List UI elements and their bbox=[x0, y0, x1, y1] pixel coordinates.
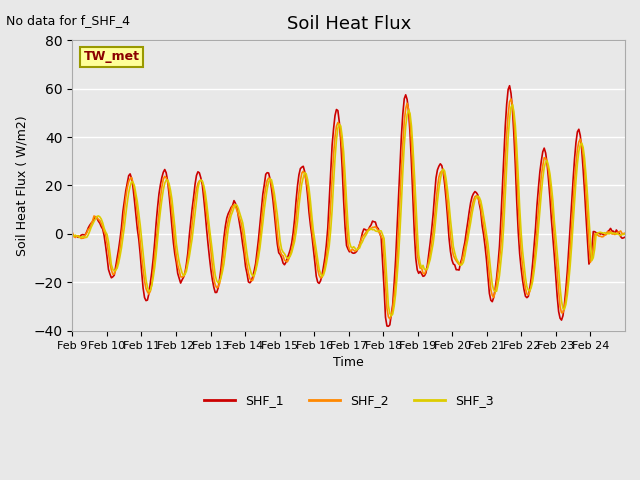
SHF_3 bbox=[387, 313, 395, 319]
SHF_1 bbox=[621, 234, 629, 240]
SHF_3 bbox=[464, 237, 472, 242]
Legend: SHF_1, SHF_2, SHF_3: SHF_1, SHF_2, SHF_3 bbox=[199, 389, 499, 412]
SHF_3 bbox=[353, 247, 360, 253]
Y-axis label: Soil Heat Flux ( W/m2): Soil Heat Flux ( W/m2) bbox=[15, 115, 28, 256]
SHF_2 bbox=[620, 231, 627, 237]
SHF_2 bbox=[507, 96, 515, 102]
SHF_2 bbox=[68, 229, 76, 235]
SHF_3 bbox=[548, 184, 556, 190]
SHF_2 bbox=[548, 197, 556, 203]
SHF_1 bbox=[87, 220, 95, 226]
Title: Soil Heat Flux: Soil Heat Flux bbox=[287, 15, 411, 33]
SHF_2 bbox=[386, 316, 394, 322]
SHF_2 bbox=[621, 230, 629, 236]
SHF_1 bbox=[385, 324, 392, 329]
SHF_3 bbox=[68, 234, 76, 240]
Line: SHF_2: SHF_2 bbox=[72, 99, 625, 319]
SHF_3 bbox=[104, 239, 112, 245]
Line: SHF_1: SHF_1 bbox=[72, 86, 625, 326]
SHF_1 bbox=[506, 83, 513, 89]
SHF_2 bbox=[464, 229, 472, 235]
SHF_3 bbox=[621, 231, 629, 237]
SHF_1 bbox=[464, 219, 472, 225]
SHF_3 bbox=[509, 102, 516, 108]
X-axis label: Time: Time bbox=[333, 356, 364, 369]
SHF_1 bbox=[620, 235, 627, 241]
SHF_1 bbox=[104, 266, 112, 272]
SHF_3 bbox=[620, 231, 627, 237]
SHF_1 bbox=[548, 216, 556, 222]
SHF_2 bbox=[353, 247, 360, 253]
Line: SHF_3: SHF_3 bbox=[72, 105, 625, 316]
SHF_3 bbox=[87, 225, 95, 230]
SHF_2 bbox=[87, 221, 95, 227]
SHF_1 bbox=[353, 249, 360, 254]
SHF_1 bbox=[68, 233, 76, 239]
Text: No data for f_SHF_4: No data for f_SHF_4 bbox=[6, 14, 131, 27]
SHF_2 bbox=[104, 250, 112, 255]
Text: TW_met: TW_met bbox=[83, 50, 140, 63]
